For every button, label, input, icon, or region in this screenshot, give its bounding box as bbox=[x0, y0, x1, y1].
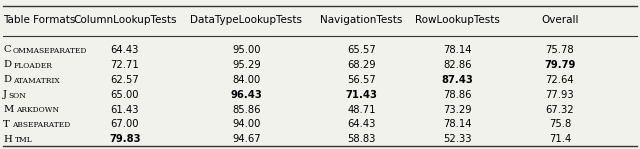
Text: DataTypeLookupTests: DataTypeLookupTests bbox=[191, 15, 302, 25]
Text: D: D bbox=[3, 60, 11, 69]
Text: 75.78: 75.78 bbox=[546, 45, 574, 55]
Text: 56.57: 56.57 bbox=[348, 75, 376, 85]
Text: H: H bbox=[3, 135, 12, 144]
Text: 61.43: 61.43 bbox=[111, 104, 139, 115]
Text: 95.00: 95.00 bbox=[232, 45, 260, 55]
Text: 52.33: 52.33 bbox=[444, 134, 472, 144]
Text: 79.83: 79.83 bbox=[109, 134, 141, 144]
Text: Table Formats: Table Formats bbox=[3, 15, 76, 25]
Text: 78.14: 78.14 bbox=[444, 119, 472, 129]
Text: T: T bbox=[3, 120, 10, 129]
Text: 64.43: 64.43 bbox=[111, 45, 139, 55]
Text: 68.29: 68.29 bbox=[348, 60, 376, 70]
Text: 94.67: 94.67 bbox=[232, 134, 260, 144]
Text: Overall: Overall bbox=[541, 15, 579, 25]
Text: 62.57: 62.57 bbox=[111, 75, 139, 85]
Text: RowLookupTests: RowLookupTests bbox=[415, 15, 500, 25]
Text: FLOADER: FLOADER bbox=[13, 62, 52, 70]
Text: 65.00: 65.00 bbox=[111, 90, 139, 100]
Text: J: J bbox=[3, 90, 7, 99]
Text: 71.43: 71.43 bbox=[346, 90, 378, 100]
Text: 48.71: 48.71 bbox=[348, 104, 376, 115]
Text: ABSEPARATED: ABSEPARATED bbox=[12, 121, 70, 129]
Text: C: C bbox=[3, 45, 11, 54]
Text: 64.43: 64.43 bbox=[348, 119, 376, 129]
Text: NavigationTests: NavigationTests bbox=[321, 15, 403, 25]
Text: 79.79: 79.79 bbox=[544, 60, 576, 70]
Text: 94.00: 94.00 bbox=[232, 119, 260, 129]
Text: 58.83: 58.83 bbox=[348, 134, 376, 144]
Text: OMMASEPARATED: OMMASEPARATED bbox=[13, 47, 88, 55]
Text: 72.71: 72.71 bbox=[111, 60, 139, 70]
Text: 71.4: 71.4 bbox=[549, 134, 571, 144]
Text: ColumnLookupTests: ColumnLookupTests bbox=[73, 15, 177, 25]
Text: M: M bbox=[3, 105, 13, 114]
Text: 73.29: 73.29 bbox=[444, 104, 472, 115]
Text: 78.14: 78.14 bbox=[444, 45, 472, 55]
Text: 77.93: 77.93 bbox=[546, 90, 574, 100]
Text: 82.86: 82.86 bbox=[444, 60, 472, 70]
Text: 85.86: 85.86 bbox=[232, 104, 260, 115]
Text: D: D bbox=[3, 75, 11, 84]
Text: 67.00: 67.00 bbox=[111, 119, 139, 129]
Text: 96.43: 96.43 bbox=[230, 90, 262, 100]
Text: 87.43: 87.43 bbox=[442, 75, 474, 85]
Text: TML: TML bbox=[15, 136, 32, 144]
Text: 72.64: 72.64 bbox=[546, 75, 574, 85]
Text: 67.32: 67.32 bbox=[546, 104, 574, 115]
Text: ATAMATRIX: ATAMATRIX bbox=[13, 77, 60, 85]
Text: 75.8: 75.8 bbox=[549, 119, 571, 129]
Text: SON: SON bbox=[8, 91, 26, 100]
Text: ARKDOWN: ARKDOWN bbox=[17, 106, 60, 114]
Text: 78.86: 78.86 bbox=[444, 90, 472, 100]
Text: 95.29: 95.29 bbox=[232, 60, 260, 70]
Text: 84.00: 84.00 bbox=[232, 75, 260, 85]
Text: 65.57: 65.57 bbox=[348, 45, 376, 55]
